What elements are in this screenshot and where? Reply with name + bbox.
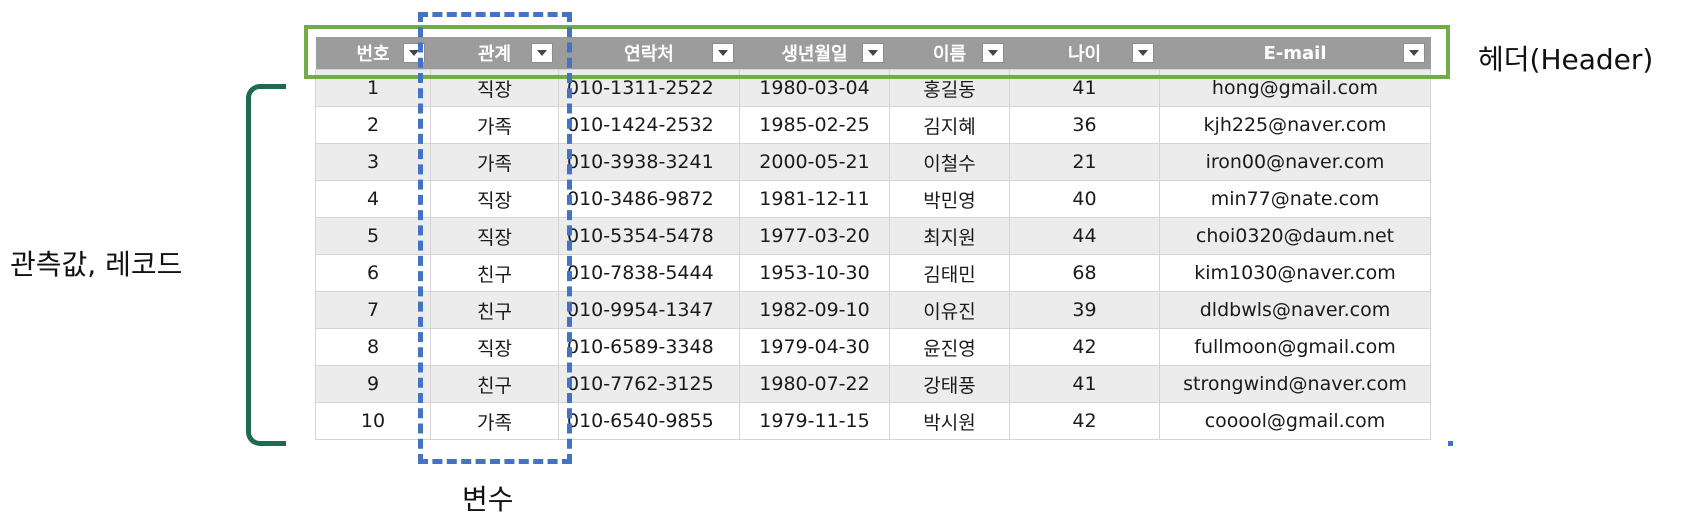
header-annotation-label: 헤더(Header) [1478,43,1654,76]
cell-age[interactable]: 41 [1009,365,1160,403]
cell-phone[interactable]: 010-3486-9872 [558,180,740,218]
header-cell-name[interactable]: 이름 [889,37,1010,70]
cell-relation[interactable]: 친구 [430,254,559,292]
cell-birthdate[interactable]: 1977-03-20 [739,217,890,255]
header-cell-email[interactable]: E-mail [1159,37,1431,70]
dropdown-filter-icon[interactable] [711,43,734,63]
variable-highlight-box [418,12,572,464]
table-row: 8 직장 010-6589-3348 1979-04-30 윤진영 42 ful… [315,328,1431,366]
dropdown-filter-icon[interactable] [861,43,884,63]
header-label: 생년월일 [781,44,848,65]
header-cell-birthdate[interactable]: 생년월일 [739,37,890,70]
cell-age[interactable]: 39 [1009,291,1160,329]
cell-name[interactable]: 김지혜 [889,106,1010,144]
cell-birthdate[interactable]: 1979-11-15 [739,402,890,440]
table-row: 9 친구 010-7762-3125 1980-07-22 강태풍 41 str… [315,365,1431,403]
cell-phone[interactable]: 010-1424-2532 [558,106,740,144]
cell-name[interactable]: 이철수 [889,143,1010,181]
table-row: 7 친구 010-9954-1347 1982-09-10 이유진 39 dld… [315,291,1431,329]
cell-name[interactable]: 강태풍 [889,365,1010,403]
header-highlight-box [304,25,1450,79]
dropdown-filter-icon[interactable] [1131,43,1154,63]
cell-no[interactable]: 2 [315,106,431,144]
cell-age[interactable]: 21 [1009,143,1160,181]
cell-phone[interactable]: 010-7838-5444 [558,254,740,292]
table-row: 2 가족 010-1424-2532 1985-02-25 김지혜 36 kjh… [315,106,1431,144]
cell-no[interactable]: 4 [315,180,431,218]
cell-email[interactable]: strongwind@naver.com [1159,365,1431,403]
table-row: 3 가족 010-3938-3241 2000-05-21 이철수 21 iro… [315,143,1431,181]
record-annotation-label: 관측값, 레코드 [10,248,183,281]
variable-annotation-label: 변수 [462,483,514,516]
dropdown-filter-icon[interactable] [530,43,553,63]
cell-email[interactable]: choi0320@daum.net [1159,217,1431,255]
table-row: 4 직장 010-3486-9872 1981-12-11 박민영 40 min… [315,180,1431,218]
cell-no[interactable]: 8 [315,328,431,366]
header-label: 나이 [1067,44,1102,65]
cell-no[interactable]: 9 [315,365,431,403]
header-cell-phone[interactable]: 연락처 [558,37,740,70]
cell-birthdate[interactable]: 1953-10-30 [739,254,890,292]
header-cell-relation[interactable]: 관계 [430,37,559,70]
header-label: E-mail [1263,42,1327,64]
cell-relation[interactable]: 친구 [430,365,559,403]
cell-phone[interactable]: 010-9954-1347 [558,291,740,329]
cell-no[interactable]: 7 [315,291,431,329]
cell-birthdate[interactable]: 1982-09-10 [739,291,890,329]
cell-birthdate[interactable]: 1980-07-22 [739,365,890,403]
cell-relation[interactable]: 직장 [430,328,559,366]
cell-phone[interactable]: 010-6540-9855 [558,402,740,440]
table-row: 6 친구 010-7838-5444 1953-10-30 김태민 68 kim… [315,254,1431,292]
cell-relation[interactable]: 가족 [430,106,559,144]
cell-phone[interactable]: 010-5354-5478 [558,217,740,255]
cell-email[interactable]: kim1030@naver.com [1159,254,1431,292]
header-label: 번호 [356,44,390,65]
table-resize-handle[interactable] [1448,441,1453,446]
cell-age[interactable]: 42 [1009,328,1160,366]
cell-email[interactable]: iron00@naver.com [1159,143,1431,181]
cell-name[interactable]: 박시원 [889,402,1010,440]
cell-email[interactable]: fullmoon@gmail.com [1159,328,1431,366]
cell-email[interactable]: dldbwls@naver.com [1159,291,1431,329]
dropdown-filter-icon[interactable] [1402,43,1425,63]
table-row: 10 가족 010-6540-9855 1979-11-15 박시원 42 co… [315,402,1431,440]
cell-no[interactable]: 10 [315,402,431,440]
header-label: 관계 [477,44,512,65]
cell-age[interactable]: 40 [1009,180,1160,218]
cell-relation[interactable]: 가족 [430,402,559,440]
cell-no[interactable]: 3 [315,143,431,181]
cell-age[interactable]: 68 [1009,254,1160,292]
header-label: 연락처 [624,44,674,65]
cell-phone[interactable]: 010-7762-3125 [558,365,740,403]
cell-no[interactable]: 5 [315,217,431,255]
cell-relation[interactable]: 직장 [430,180,559,218]
cell-birthdate[interactable]: 1981-12-11 [739,180,890,218]
cell-phone[interactable]: 010-6589-3348 [558,328,740,366]
record-bracket [246,84,286,446]
cell-birthdate[interactable]: 1985-02-25 [739,106,890,144]
cell-birthdate[interactable]: 1979-04-30 [739,328,890,366]
cell-email[interactable]: kjh225@naver.com [1159,106,1431,144]
cell-email[interactable]: min77@nate.com [1159,180,1431,218]
cell-birthdate[interactable]: 2000-05-21 [739,143,890,181]
cell-name[interactable]: 이유진 [889,291,1010,329]
header-label: 이름 [932,44,967,65]
header-cell-age[interactable]: 나이 [1009,37,1160,70]
header-row: 번호 관계 연락처 생년월일 이름 [315,37,1431,70]
cell-name[interactable]: 김태민 [889,254,1010,292]
cell-email[interactable]: cooool@gmail.com [1159,402,1431,440]
cell-phone[interactable]: 010-3938-3241 [558,143,740,181]
cell-no[interactable]: 6 [315,254,431,292]
cell-age[interactable]: 42 [1009,402,1160,440]
dropdown-filter-icon[interactable] [981,43,1004,63]
table-row: 5 직장 010-5354-5478 1977-03-20 최지원 44 cho… [315,217,1431,255]
cell-age[interactable]: 36 [1009,106,1160,144]
cell-name[interactable]: 최지원 [889,217,1010,255]
cell-name[interactable]: 박민영 [889,180,1010,218]
cell-name[interactable]: 윤진영 [889,328,1010,366]
cell-age[interactable]: 44 [1009,217,1160,255]
